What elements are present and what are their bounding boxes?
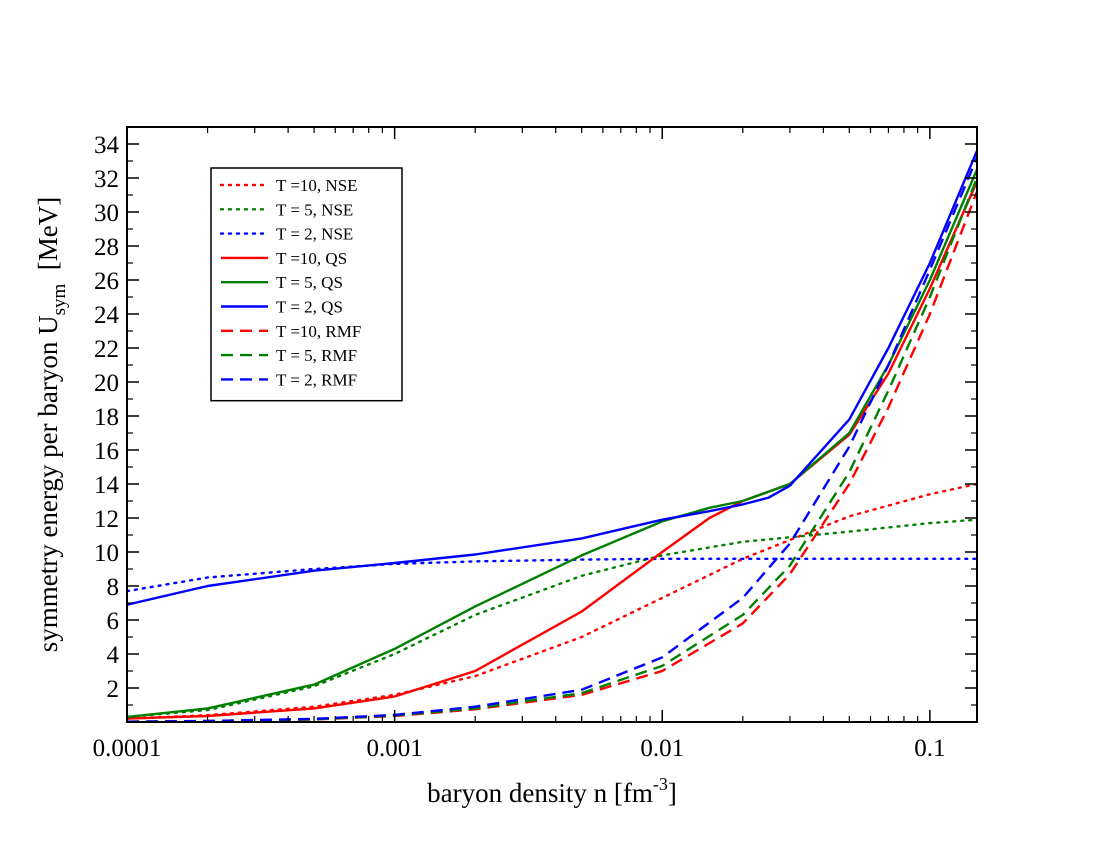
- series-layer: [127, 150, 977, 722]
- series-line-6: [127, 150, 977, 606]
- legend-label: T = 5, RMF: [276, 346, 357, 365]
- x-axis-label-sup: -3: [653, 774, 668, 794]
- y-axis-label-end: [MeV]: [33, 197, 63, 284]
- legend-entries: T =10, NSE T = 5, NSE T = 2, NSE T =10, QS T…: [219, 176, 361, 389]
- legend-label: T = 2, RMF: [276, 370, 357, 389]
- series-line-8: [127, 177, 977, 722]
- legend-label: T =10, RMF: [276, 322, 361, 341]
- y-tick-label: 30: [94, 200, 119, 227]
- y-tick-label: 26: [94, 268, 119, 295]
- y-tick-label: 14: [94, 472, 120, 499]
- y-tick-label: 6: [107, 608, 120, 635]
- series-line-4: [127, 180, 977, 720]
- y-tick-label: 24: [94, 302, 120, 329]
- y-tick-label: 34: [94, 132, 120, 159]
- series-line-2: [127, 518, 977, 719]
- x-tick-label: 0.001: [366, 735, 422, 762]
- y-tick-label: 10: [94, 540, 119, 567]
- x-tick-label: 0.1: [914, 735, 945, 762]
- series-line-3: [127, 557, 977, 593]
- plot-frame: [126, 126, 978, 723]
- series-line-7: [127, 191, 977, 722]
- y-tick-label: 20: [94, 370, 119, 397]
- legend-label: T = 5, QS: [276, 273, 343, 292]
- legend-label: T = 2, QS: [276, 298, 343, 317]
- x-axis-label-end: ]: [668, 778, 677, 808]
- y-axis-label: symmetry energy per baryon Usym [MeV]: [33, 197, 70, 653]
- y-tick-label: 8: [107, 574, 120, 601]
- y-tick-label: 4: [107, 642, 120, 669]
- x-tick-label: 0.01: [640, 735, 684, 762]
- y-tick-label: 28: [94, 234, 119, 261]
- legend-box: [210, 167, 403, 402]
- x-tick-label: 0.0001: [93, 735, 162, 762]
- legend-label: T =10, NSE: [276, 176, 358, 195]
- y-tick-label: 18: [94, 404, 119, 431]
- y-tick-label: 12: [94, 506, 119, 533]
- series-line-9: [127, 157, 977, 722]
- series-line-1: [127, 482, 977, 720]
- legend-label: T = 2, NSE: [276, 225, 353, 244]
- y-tick-label: 16: [94, 438, 119, 465]
- x-axis-label: baryon density n [fm-3]: [427, 774, 677, 808]
- y-tick-label: 2: [107, 676, 120, 703]
- y-axis-label-sub: sym: [49, 283, 70, 315]
- legend-label: T = 5, NSE: [276, 200, 353, 219]
- x-axis-label-main: baryon density n [fm: [427, 778, 653, 808]
- y-tick-label: 32: [94, 166, 119, 193]
- legend-label: T =10, QS: [276, 249, 347, 268]
- legend: T =10, NSE T = 5, NSE T = 2, NSE T =10, QS T…: [210, 167, 403, 402]
- axis-ticks: [126, 127, 977, 722]
- y-axis-label-main: symmetry energy per baryon U: [33, 315, 63, 652]
- axis-tick-labels: 0.0001 0.001 0.01 0.12468101214161820222426…: [93, 132, 946, 762]
- y-tick-label: 22: [94, 336, 119, 363]
